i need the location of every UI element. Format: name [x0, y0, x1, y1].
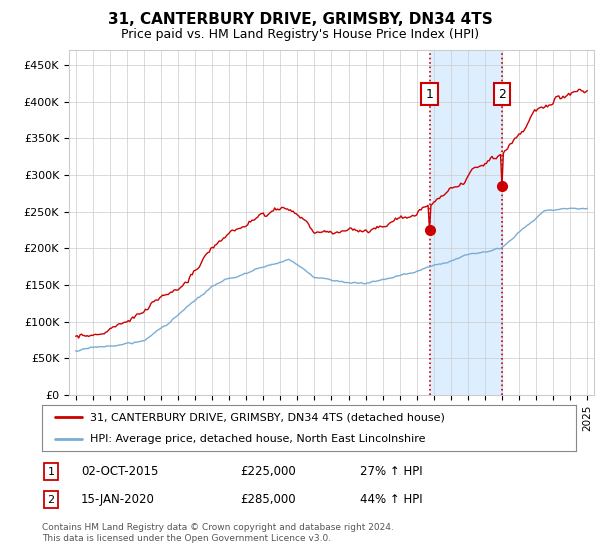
Text: 27% ↑ HPI: 27% ↑ HPI	[360, 465, 422, 478]
Text: £225,000: £225,000	[240, 465, 296, 478]
Text: HPI: Average price, detached house, North East Lincolnshire: HPI: Average price, detached house, Nort…	[90, 435, 425, 444]
Text: Contains HM Land Registry data © Crown copyright and database right 2024.
This d: Contains HM Land Registry data © Crown c…	[42, 524, 394, 543]
Text: £285,000: £285,000	[240, 493, 296, 506]
Text: Price paid vs. HM Land Registry's House Price Index (HPI): Price paid vs. HM Land Registry's House …	[121, 28, 479, 41]
Text: 1: 1	[47, 466, 55, 477]
Text: 2: 2	[47, 494, 55, 505]
Bar	[430, 50, 502, 395]
Text: 02-OCT-2015: 02-OCT-2015	[81, 465, 158, 478]
Text: 2: 2	[498, 88, 506, 101]
Text: 1: 1	[425, 88, 433, 101]
Text: 31, CANTERBURY DRIVE, GRIMSBY, DN34 4TS: 31, CANTERBURY DRIVE, GRIMSBY, DN34 4TS	[107, 12, 493, 27]
Text: 31, CANTERBURY DRIVE, GRIMSBY, DN34 4TS (detached house): 31, CANTERBURY DRIVE, GRIMSBY, DN34 4TS …	[90, 412, 445, 422]
Text: 44% ↑ HPI: 44% ↑ HPI	[360, 493, 422, 506]
Text: 15-JAN-2020: 15-JAN-2020	[81, 493, 155, 506]
